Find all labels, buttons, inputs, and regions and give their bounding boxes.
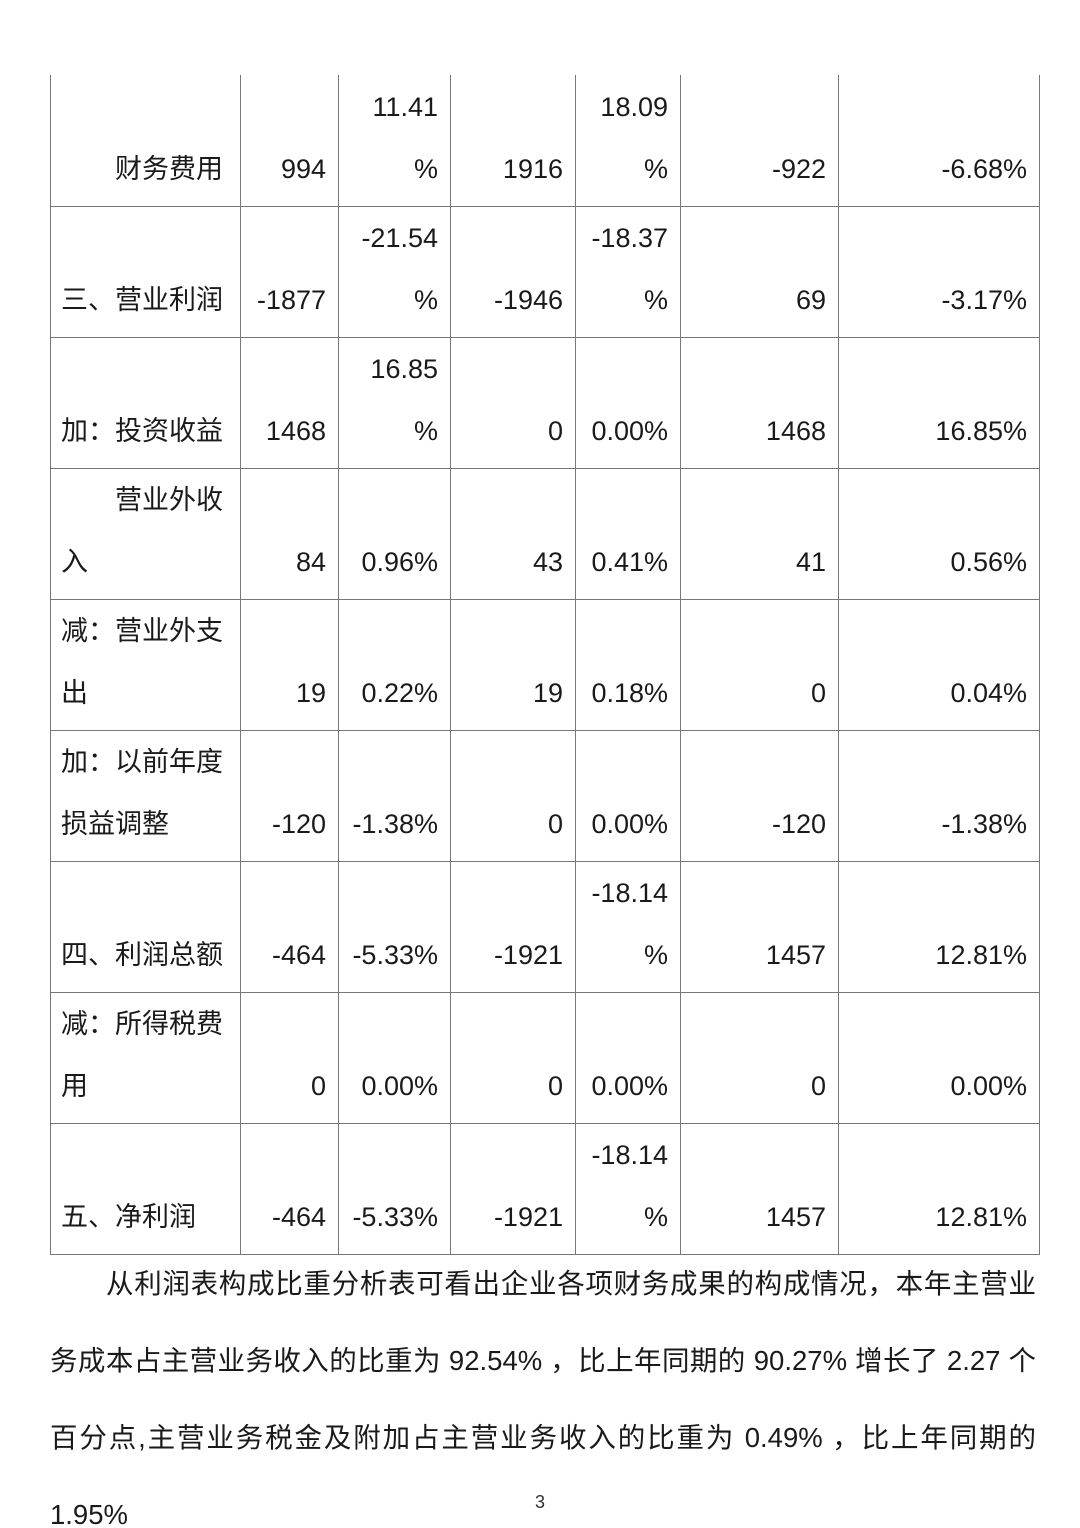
cell-current-pct: -5.33% bbox=[338, 1122, 451, 1255]
cell-prior-amount: 0 bbox=[450, 729, 576, 862]
cell-change-amount: 69 bbox=[680, 205, 839, 338]
cell-prior-pct: -18.37 % bbox=[575, 205, 681, 338]
cell-prior-amount: -1921 bbox=[450, 860, 576, 993]
cell-change-pct: 12.81% bbox=[838, 860, 1040, 993]
cell-prior-pct: -18.14 % bbox=[575, 860, 681, 993]
cell-current-amount: 0 bbox=[240, 991, 339, 1124]
table-row: 五、净利润 -464 -5.33% -1921 -18.14 % 1457 12.81% bbox=[50, 1122, 1040, 1255]
cell-prior-pct: 0.00% bbox=[575, 729, 681, 862]
table-row: 三、营业利润 -1877 -21.54 % -1946 -18.37 % 69 -3.17% bbox=[50, 205, 1040, 338]
cell-current-pct: 16.85 % bbox=[338, 336, 451, 469]
table-row: 加：以前年度 损益调整 -120 -1.38% 0 0.00% -120 -1.38% bbox=[50, 729, 1040, 862]
analysis-paragraph: 从利润表构成比重分析表可看出企业各项财务成果的构成情况，本年主营业务成本占主营业… bbox=[50, 1268, 1036, 1528]
cell-prior-amount: 0 bbox=[450, 991, 576, 1124]
row-label: 加：以前年度 损益调整 bbox=[50, 729, 241, 862]
cell-change-pct: -3.17% bbox=[838, 205, 1040, 338]
cell-current-pct: -1.38% bbox=[338, 729, 451, 862]
cell-change-amount: 0 bbox=[680, 991, 839, 1124]
row-label: 财务费用 bbox=[50, 75, 241, 207]
cell-current-pct: -21.54 % bbox=[338, 205, 451, 338]
cell-prior-pct: 0.18% bbox=[575, 598, 681, 731]
cell-current-amount: -464 bbox=[240, 1122, 339, 1255]
table-row: 四、利润总额 -464 -5.33% -1921 -18.14 % 1457 12.81% bbox=[50, 860, 1040, 993]
table-row: 减：营业外支 出 19 0.22% 19 0.18% 0 0.04% bbox=[50, 598, 1040, 731]
cell-prior-amount: -1946 bbox=[450, 205, 576, 338]
table-row: 减：所得税费 用 0 0.00% 0 0.00% 0 0.00% bbox=[50, 991, 1040, 1124]
row-label: 营业外收 入 bbox=[50, 467, 241, 600]
row-label: 加：投资收益 bbox=[50, 336, 241, 469]
cell-current-amount: -464 bbox=[240, 860, 339, 993]
cell-change-pct: -1.38% bbox=[838, 729, 1040, 862]
cell-prior-pct: 0.00% bbox=[575, 336, 681, 469]
row-label: 四、利润总额 bbox=[50, 860, 241, 993]
row-label: 减：营业外支 出 bbox=[50, 598, 241, 731]
cell-prior-pct: 18.09 % bbox=[575, 75, 681, 207]
cell-change-pct: 16.85% bbox=[838, 336, 1040, 469]
cell-change-pct: -6.68% bbox=[838, 75, 1040, 207]
table-row: 加：投资收益 1468 16.85 % 0 0.00% 1468 16.85% bbox=[50, 336, 1040, 469]
cell-prior-amount: 43 bbox=[450, 467, 576, 600]
cell-change-pct: 0.04% bbox=[838, 598, 1040, 731]
cell-current-pct: -5.33% bbox=[338, 860, 451, 993]
cell-current-pct: 11.41 % bbox=[338, 75, 451, 207]
cell-change-pct: 12.81% bbox=[838, 1122, 1040, 1255]
cell-current-pct: 0.22% bbox=[338, 598, 451, 731]
table-row: 财务费用 994 11.41 % 1916 18.09 % -922 -6.68% bbox=[50, 75, 1040, 207]
profit-composition-table: 财务费用 994 11.41 % 1916 18.09 % -922 -6.68% 三、营业利… bbox=[50, 75, 1040, 1255]
cell-current-amount: -1877 bbox=[240, 205, 339, 338]
row-label: 三、营业利润 bbox=[50, 205, 241, 338]
cell-change-amount: 0 bbox=[680, 598, 839, 731]
cell-change-amount: 1457 bbox=[680, 860, 839, 993]
cell-prior-pct: 0.00% bbox=[575, 991, 681, 1124]
cell-prior-amount: 19 bbox=[450, 598, 576, 731]
cell-change-amount: 41 bbox=[680, 467, 839, 600]
cell-change-amount: -120 bbox=[680, 729, 839, 862]
page-number: 3 bbox=[534, 1492, 545, 1512]
cell-prior-amount: 0 bbox=[450, 336, 576, 469]
cell-change-pct: 0.56% bbox=[838, 467, 1040, 600]
cell-current-amount: 994 bbox=[240, 75, 339, 207]
cell-change-amount: 1468 bbox=[680, 336, 839, 469]
cell-prior-amount: -1921 bbox=[450, 1122, 576, 1255]
row-label: 五、净利润 bbox=[50, 1122, 241, 1255]
cell-current-amount: -120 bbox=[240, 729, 339, 862]
cell-change-amount: -922 bbox=[680, 75, 839, 207]
table-row: 营业外收 入 84 0.96% 43 0.41% 41 0.56% bbox=[50, 467, 1040, 600]
cell-prior-pct: 0.41% bbox=[575, 467, 681, 600]
cell-current-pct: 0.96% bbox=[338, 467, 451, 600]
cell-change-pct: 0.00% bbox=[838, 991, 1040, 1124]
cell-prior-pct: -18.14 % bbox=[575, 1122, 681, 1255]
cell-current-amount: 19 bbox=[240, 598, 339, 731]
cell-current-amount: 84 bbox=[240, 467, 339, 600]
cell-current-amount: 1468 bbox=[240, 336, 339, 469]
cell-prior-amount: 1916 bbox=[450, 75, 576, 207]
cell-current-pct: 0.00% bbox=[338, 991, 451, 1124]
row-label: 减：所得税费 用 bbox=[50, 991, 241, 1124]
cell-change-amount: 1457 bbox=[680, 1122, 839, 1255]
